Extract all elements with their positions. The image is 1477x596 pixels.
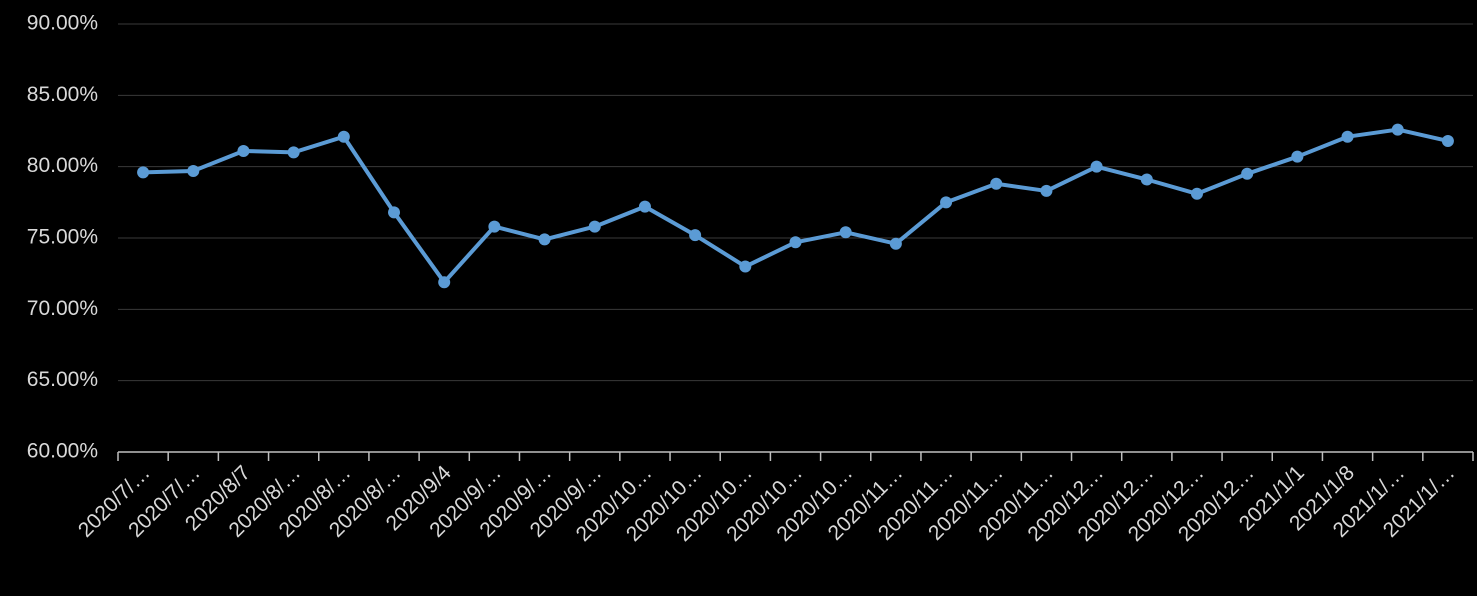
data-point (237, 144, 250, 157)
data-point (638, 200, 651, 213)
data-point (1441, 134, 1454, 147)
data-point (1291, 150, 1304, 163)
y-tick-label: 65.00% (27, 368, 98, 391)
data-point (839, 226, 852, 239)
data-point (689, 229, 702, 242)
y-tick-label: 80.00% (27, 154, 98, 177)
data-point (789, 236, 802, 249)
data-point (990, 177, 1003, 190)
data-point (1040, 184, 1053, 197)
data-line (143, 127, 1449, 285)
data-point (1090, 160, 1103, 173)
y-tick-label: 85.00% (27, 83, 98, 106)
y-tick-label: 60.00% (27, 440, 98, 463)
data-point (438, 276, 451, 289)
data-point (1391, 123, 1404, 136)
data-point (739, 260, 752, 273)
data-point (137, 166, 150, 179)
data-point (538, 233, 551, 246)
data-point (187, 164, 200, 177)
data-point (287, 146, 300, 159)
data-point (1140, 173, 1153, 186)
y-tick-label: 75.00% (27, 226, 98, 249)
y-tick-label: 90.00% (27, 12, 98, 35)
data-point (940, 196, 953, 209)
data-point (588, 220, 601, 233)
data-point (1341, 130, 1354, 143)
data-point (488, 220, 501, 233)
y-tick-label: 70.00% (27, 297, 98, 320)
data-point (1241, 167, 1254, 180)
data-point (337, 130, 350, 143)
data-point (1190, 187, 1203, 200)
data-point (388, 206, 401, 219)
data-point (889, 237, 902, 250)
